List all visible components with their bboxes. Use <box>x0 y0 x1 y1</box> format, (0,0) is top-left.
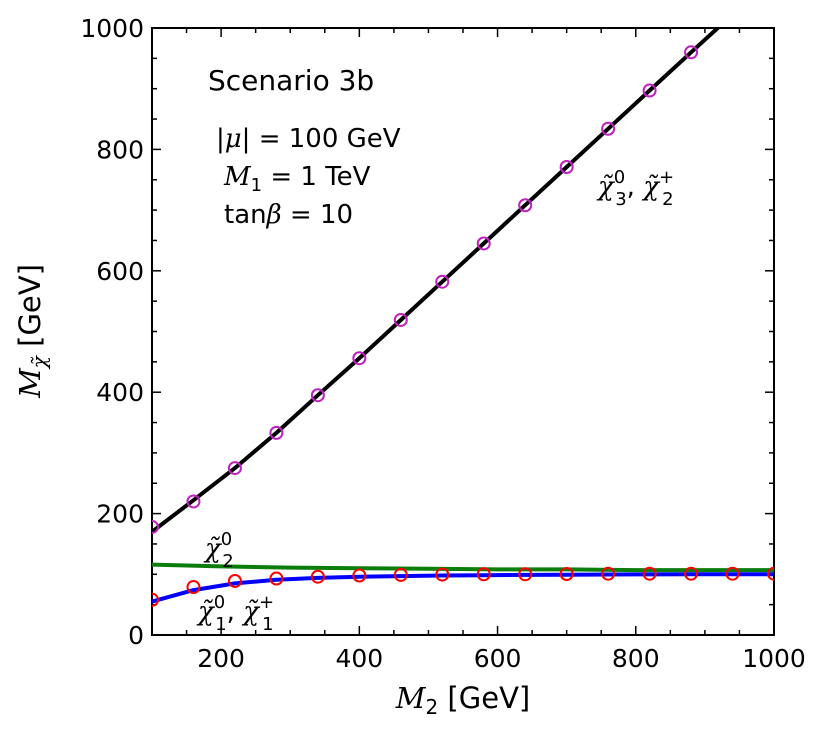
data-point-marker <box>642 566 657 581</box>
data-point-marker <box>269 571 284 586</box>
data-point-marker <box>393 567 408 582</box>
data-point-marker <box>269 425 284 440</box>
x-tick-label: 800 <box>612 644 660 673</box>
data-point-marker <box>310 388 325 403</box>
data-point-marker <box>601 566 616 581</box>
chart-title: Scenario 3b <box>208 64 374 97</box>
y-tick-label: 200 <box>96 500 144 529</box>
label-neutralino2: χ̃0 2 <box>203 529 234 572</box>
data-point-marker <box>725 566 740 581</box>
marker-layer <box>152 45 774 607</box>
y-tick-label: 400 <box>96 378 144 407</box>
ticks-layer: 200 400 600 800 1000 0 200 400 600 800 1000 <box>80 14 805 673</box>
x-axis-title: M2 [GeV] <box>395 681 530 719</box>
x-tick-label: 200 <box>197 644 245 673</box>
y-tick-label: 600 <box>96 257 144 286</box>
data-point-marker <box>559 160 574 175</box>
data-point-marker <box>310 569 325 584</box>
series-layer <box>152 28 774 604</box>
plot-frame <box>151 27 775 636</box>
data-point-marker <box>767 566 774 581</box>
y-tick-label: 1000 <box>80 14 144 43</box>
y-tick-label: 800 <box>96 135 144 164</box>
data-point-marker <box>518 567 533 582</box>
x-tick-label: 1000 <box>742 644 806 673</box>
param-mu: |μ| = 100 GeV <box>216 124 401 154</box>
param-tanbeta: tanβ = 10 <box>224 200 353 230</box>
data-point-marker <box>435 567 450 582</box>
series-line-1 <box>152 562 774 573</box>
data-point-marker <box>227 573 242 588</box>
label-light: χ̃0 1, χ̃+ 1 <box>196 592 274 635</box>
data-point-marker <box>684 45 699 60</box>
data-point-marker <box>152 519 159 534</box>
data-point-marker <box>435 274 450 289</box>
series-line-2 <box>152 572 774 604</box>
data-point-marker <box>476 567 491 582</box>
data-point-marker <box>684 566 699 581</box>
x-tick-label: 600 <box>474 644 522 673</box>
data-point-marker <box>352 568 367 583</box>
label-heavy: χ̃0 3, χ̃+ 2 <box>596 167 674 210</box>
data-point-marker <box>642 83 657 98</box>
y-tick-label: 0 <box>128 621 144 650</box>
data-point-marker <box>559 566 574 581</box>
y-axis-title: Mχ̃ [GeV] <box>13 264 51 399</box>
data-point-marker <box>601 121 616 136</box>
x-tick-label: 400 <box>335 644 383 673</box>
param-m1: M1 = 1 TeV <box>223 162 371 196</box>
data-point-marker <box>352 351 367 366</box>
data-point-marker <box>227 461 242 476</box>
data-point-marker <box>476 236 491 251</box>
data-point-marker <box>186 580 201 595</box>
series-line-0 <box>152 28 721 534</box>
data-point-marker <box>152 592 159 607</box>
data-point-marker <box>393 312 408 327</box>
data-point-marker <box>518 198 533 213</box>
data-point-marker <box>186 494 201 509</box>
